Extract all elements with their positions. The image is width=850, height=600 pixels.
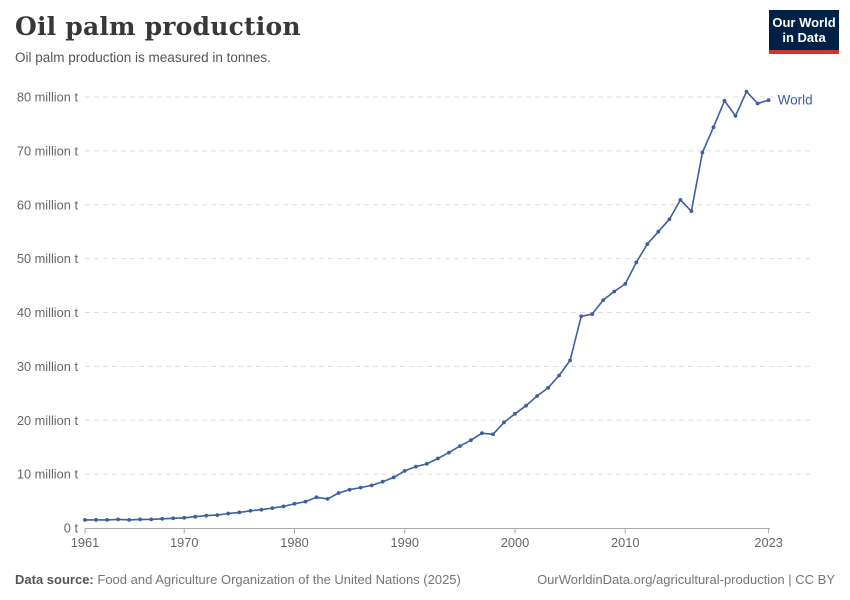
y-tick-label: 60 million t	[17, 197, 79, 212]
data-point	[369, 483, 374, 488]
data-point	[733, 114, 738, 118]
data-point	[535, 394, 539, 398]
data-point	[116, 517, 120, 522]
owid-logo[interactable]: Our World in Data	[769, 10, 839, 54]
data-point	[325, 497, 330, 501]
data-point	[171, 516, 176, 521]
data-point	[667, 217, 672, 222]
data-point	[303, 499, 308, 504]
data-point	[568, 358, 572, 363]
y-tick-label: 10 million t	[17, 467, 79, 482]
y-tick-label: 80 million t	[17, 90, 79, 105]
x-tick-label: 2023	[754, 535, 782, 550]
data-point	[458, 444, 462, 448]
data-point	[270, 506, 275, 510]
chart-footer: Data source: Food and Agriculture Organi…	[15, 572, 835, 587]
data-point	[480, 431, 484, 436]
data-point	[447, 450, 451, 455]
data-point	[502, 420, 506, 425]
data-point	[402, 469, 407, 473]
data-point	[138, 517, 143, 522]
data-point	[579, 314, 584, 319]
y-tick-label: 40 million t	[17, 305, 79, 320]
data-point	[127, 518, 131, 522]
data-point	[700, 150, 705, 155]
data-point	[314, 495, 319, 500]
data-point	[336, 491, 341, 495]
data-point	[678, 198, 683, 202]
data-point	[491, 432, 495, 437]
data-point	[689, 209, 694, 214]
data-point	[204, 513, 209, 518]
data-point	[755, 101, 760, 106]
data-point	[347, 487, 352, 492]
x-tick-label: 1990	[391, 535, 419, 550]
data-point	[160, 516, 165, 521]
data-point	[634, 260, 639, 265]
data-source-text: Food and Agriculture Organization of the…	[97, 572, 461, 587]
attribution-link[interactable]: OurWorldinData.org/agricultural-producti…	[537, 572, 835, 587]
data-point	[623, 282, 628, 286]
data-point	[435, 456, 440, 461]
data-point	[292, 501, 297, 506]
data-point	[413, 464, 418, 469]
y-tick-label: 50 million t	[17, 251, 79, 266]
data-point	[193, 514, 198, 519]
data-point	[237, 510, 242, 515]
data-point	[645, 242, 650, 247]
x-tick-label: 2000	[501, 535, 529, 550]
data-point	[711, 125, 716, 130]
data-point	[601, 298, 606, 302]
x-tick-label: 1961	[71, 535, 99, 550]
page-title: Oil palm production	[15, 12, 301, 41]
data-point	[656, 229, 661, 234]
chart-subtitle: Oil palm production is measured in tonne…	[15, 50, 271, 65]
data-point	[149, 517, 154, 522]
data-point	[612, 289, 617, 294]
data-point	[590, 312, 595, 316]
data-point	[744, 89, 749, 94]
data-point	[766, 98, 771, 103]
data-point	[391, 475, 396, 480]
data-point	[524, 403, 528, 408]
data-point	[182, 515, 187, 520]
data-point	[259, 507, 264, 512]
data-point	[83, 518, 87, 522]
data-point	[105, 518, 109, 522]
data-point	[94, 518, 98, 522]
y-tick-label: 70 million t	[17, 143, 79, 158]
data-point	[380, 479, 385, 484]
data-point	[226, 511, 231, 516]
data-point	[469, 438, 473, 443]
data-point	[424, 462, 429, 466]
data-point	[215, 513, 220, 517]
data-source: Data source: Food and Agriculture Organi…	[15, 572, 461, 587]
y-tick-label: 0 t	[64, 521, 79, 536]
data-point	[546, 386, 550, 390]
data-point	[722, 98, 727, 103]
x-tick-label: 1980	[280, 535, 308, 550]
logo-line-1: Our World	[772, 15, 836, 30]
y-tick-label: 30 million t	[17, 359, 79, 374]
data-point	[281, 504, 286, 509]
data-point	[513, 411, 517, 416]
x-tick-label: 1970	[170, 535, 198, 550]
chart-header: Oil palm production Oil palm production …	[15, 12, 301, 65]
series-line-world	[85, 90, 769, 521]
data-point	[358, 485, 363, 490]
y-tick-label: 20 million t	[17, 413, 79, 428]
data-point	[557, 373, 561, 378]
x-tick-label: 2010	[611, 535, 639, 550]
data-source-label: Data source:	[15, 572, 94, 587]
series-label-world[interactable]: World	[778, 93, 813, 108]
logo-line-2: in Data	[782, 30, 826, 46]
data-point	[248, 508, 253, 513]
